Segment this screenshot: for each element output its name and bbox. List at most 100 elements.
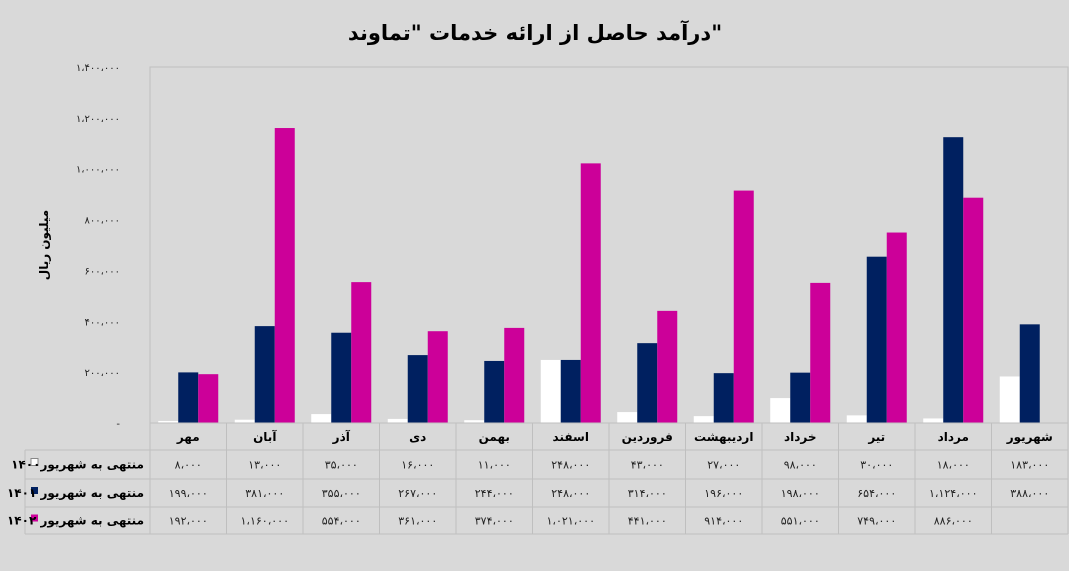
bar-1-8 bbox=[693, 416, 714, 423]
y-tick-label: ۲۰۰،۰۰۰ bbox=[85, 368, 120, 379]
data-label: ۱۶،۰۰۰ bbox=[401, 459, 434, 472]
bar-1-7 bbox=[617, 412, 638, 423]
legend-key-3 bbox=[31, 514, 38, 522]
data-label: ۱۱،۰۰۰ bbox=[478, 459, 511, 472]
plot-area: - ۲۰۰،۰۰۰ ۴۰۰،۰۰۰ ۶۰۰،۰۰۰ ۸۰۰،۰۰۰ ۱،۰۰۰،۰۰۰ ۱،… bbox=[76, 63, 1069, 430]
y-tick-label: ۶۰۰،۰۰۰ bbox=[85, 266, 120, 277]
data-label: ۱۹۸،۰۰۰ bbox=[781, 487, 820, 500]
data-label: ۹۸،۰۰۰ bbox=[784, 459, 817, 472]
data-label: ۴۳،۰۰۰ bbox=[631, 459, 664, 472]
bar-2-3 bbox=[331, 332, 352, 423]
data-label: ۲۴۴،۰۰۰ bbox=[475, 487, 514, 500]
bar-3-1 bbox=[198, 374, 219, 423]
bar-2-6 bbox=[560, 359, 581, 423]
bar-1-5 bbox=[464, 420, 485, 423]
y-tick-label: ۱،۰۰۰،۰۰۰ bbox=[76, 165, 120, 176]
data-label: ۴۴۱،۰۰۰ bbox=[628, 515, 667, 528]
bar-2-2 bbox=[254, 326, 275, 423]
bar-2-10 bbox=[866, 256, 887, 423]
category-label: آبان bbox=[253, 429, 277, 444]
category-label: خرداد bbox=[784, 430, 817, 444]
bar-2-1 bbox=[178, 372, 199, 423]
data-label: ۱،۰۲۱،۰۰۰ bbox=[547, 515, 595, 528]
data-label: ۳۱۴،۰۰۰ bbox=[628, 487, 667, 500]
bar-3-11 bbox=[963, 197, 984, 423]
data-label: ۵۵۱،۰۰۰ bbox=[781, 515, 820, 528]
data-label: ۱۹۹،۰۰۰ bbox=[169, 487, 208, 500]
data-table: مهر آبان آذر دی بهمن اسفند فروردین اردیبهشت خردا… bbox=[7, 422, 1069, 535]
data-label: ۲۷،۰۰۰ bbox=[707, 459, 740, 472]
bar-1-4 bbox=[387, 418, 408, 423]
category-label: فروردین bbox=[622, 430, 673, 445]
bar-2-9 bbox=[790, 372, 811, 423]
category-label: آذر bbox=[332, 429, 351, 444]
data-label: ۳۵،۰۰۰ bbox=[325, 459, 358, 472]
category-label: دی bbox=[409, 430, 426, 444]
bar-1-3 bbox=[311, 414, 332, 423]
legend-key-1 bbox=[30, 458, 39, 466]
category-label: شهریور bbox=[1006, 430, 1053, 445]
bar-3-9 bbox=[810, 282, 831, 423]
category-label: اسفند bbox=[553, 430, 589, 444]
bar-3-10 bbox=[886, 232, 907, 423]
y-tick-label: ۸۰۰،۰۰۰ bbox=[85, 216, 120, 227]
y-tick-label: ۴۰۰،۰۰۰ bbox=[85, 317, 120, 328]
data-label: ۸۸۶،۰۰۰ bbox=[934, 515, 973, 528]
data-label: ۳۵۵،۰۰۰ bbox=[322, 487, 361, 500]
data-label: ۳۷۴،۰۰۰ bbox=[475, 515, 514, 528]
bar-2-5 bbox=[484, 360, 505, 423]
bar-1-6 bbox=[540, 359, 561, 423]
data-label: ۱،۱۶۰،۰۰۰ bbox=[241, 515, 289, 528]
bar-2-11 bbox=[943, 137, 964, 423]
data-label: ۳۸۸،۰۰۰ bbox=[1010, 487, 1049, 500]
legend-label-3: منتهی به شهریور ۱۴۰۲ bbox=[7, 514, 144, 529]
bar-3-3 bbox=[351, 282, 372, 423]
legend-key-2 bbox=[31, 487, 38, 494]
data-label: ۲۴۸،۰۰۰ bbox=[551, 487, 590, 500]
data-label: ۱۹۶،۰۰۰ bbox=[704, 487, 743, 500]
bar-1-2 bbox=[234, 419, 255, 423]
data-label: ۹۱۴،۰۰۰ bbox=[704, 515, 743, 528]
bar-3-2 bbox=[274, 128, 295, 423]
bar-3-5 bbox=[504, 327, 525, 423]
data-label: ۵۵۴،۰۰۰ bbox=[322, 515, 361, 528]
bar-3-4 bbox=[427, 331, 448, 423]
legend-label-1: منتهی به شهریور۱۴۰۰ bbox=[11, 458, 144, 473]
data-label: ۷۴۹،۰۰۰ bbox=[857, 515, 896, 528]
bar-3-6 bbox=[580, 163, 601, 424]
y-tick-label: - bbox=[116, 419, 120, 430]
category-label: اردیبهشت bbox=[694, 430, 753, 444]
y-axis-label: میلیون ریال bbox=[37, 210, 52, 280]
category-label: مرداد bbox=[938, 430, 969, 444]
data-label: ۱۸،۰۰۰ bbox=[937, 459, 970, 472]
data-label: ۱۹۲،۰۰۰ bbox=[169, 515, 208, 528]
data-label: ۱۸۳،۰۰۰ bbox=[1010, 459, 1049, 472]
data-label: ۲۶۷،۰۰۰ bbox=[398, 487, 437, 500]
bar-1-11 bbox=[923, 418, 944, 423]
bar-2-4 bbox=[407, 355, 428, 423]
bar-1-9 bbox=[770, 398, 791, 423]
data-label: ۳۰،۰۰۰ bbox=[860, 459, 893, 472]
bar-3-7 bbox=[657, 310, 678, 423]
data-label: ۳۶۱،۰۰۰ bbox=[398, 515, 437, 528]
data-label: ۲۴۸،۰۰۰ bbox=[551, 459, 590, 472]
category-label: بهمن bbox=[479, 430, 510, 444]
bar-3-8 bbox=[733, 190, 754, 423]
data-label: ۳۸۱،۰۰۰ bbox=[245, 487, 284, 500]
data-label: ۱،۱۲۴،۰۰۰ bbox=[929, 487, 977, 500]
bar-1-12 bbox=[999, 376, 1020, 423]
category-label: مهر bbox=[176, 430, 200, 444]
category-label: تیر bbox=[867, 430, 885, 444]
bar-1-10 bbox=[846, 415, 867, 423]
legend-label-2: منتهی به شهریور ۱۴۰۱ bbox=[7, 486, 144, 501]
bar-2-7 bbox=[637, 343, 658, 423]
data-label: ۱۳،۰۰۰ bbox=[248, 459, 281, 472]
y-tick-label: ۱،۴۰۰،۰۰۰ bbox=[76, 63, 120, 74]
chart-title: درآمد حاصل از ارائه خدمات "تماوند" bbox=[348, 20, 722, 45]
bar-2-8 bbox=[713, 373, 734, 423]
bar-2-12 bbox=[1019, 324, 1040, 423]
bar-1-1 bbox=[158, 420, 179, 423]
y-tick-label: ۱،۲۰۰،۰۰۰ bbox=[76, 114, 120, 125]
data-label: ۶۵۴،۰۰۰ bbox=[857, 487, 896, 500]
